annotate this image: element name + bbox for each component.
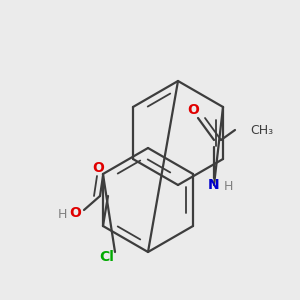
Text: CH₃: CH₃ xyxy=(250,124,273,136)
Text: O: O xyxy=(187,103,199,117)
Text: Cl: Cl xyxy=(100,250,114,264)
Text: O: O xyxy=(69,206,81,220)
Text: O: O xyxy=(92,161,104,175)
Text: N: N xyxy=(208,178,220,192)
Text: H: H xyxy=(223,181,233,194)
Text: H: H xyxy=(57,208,67,221)
